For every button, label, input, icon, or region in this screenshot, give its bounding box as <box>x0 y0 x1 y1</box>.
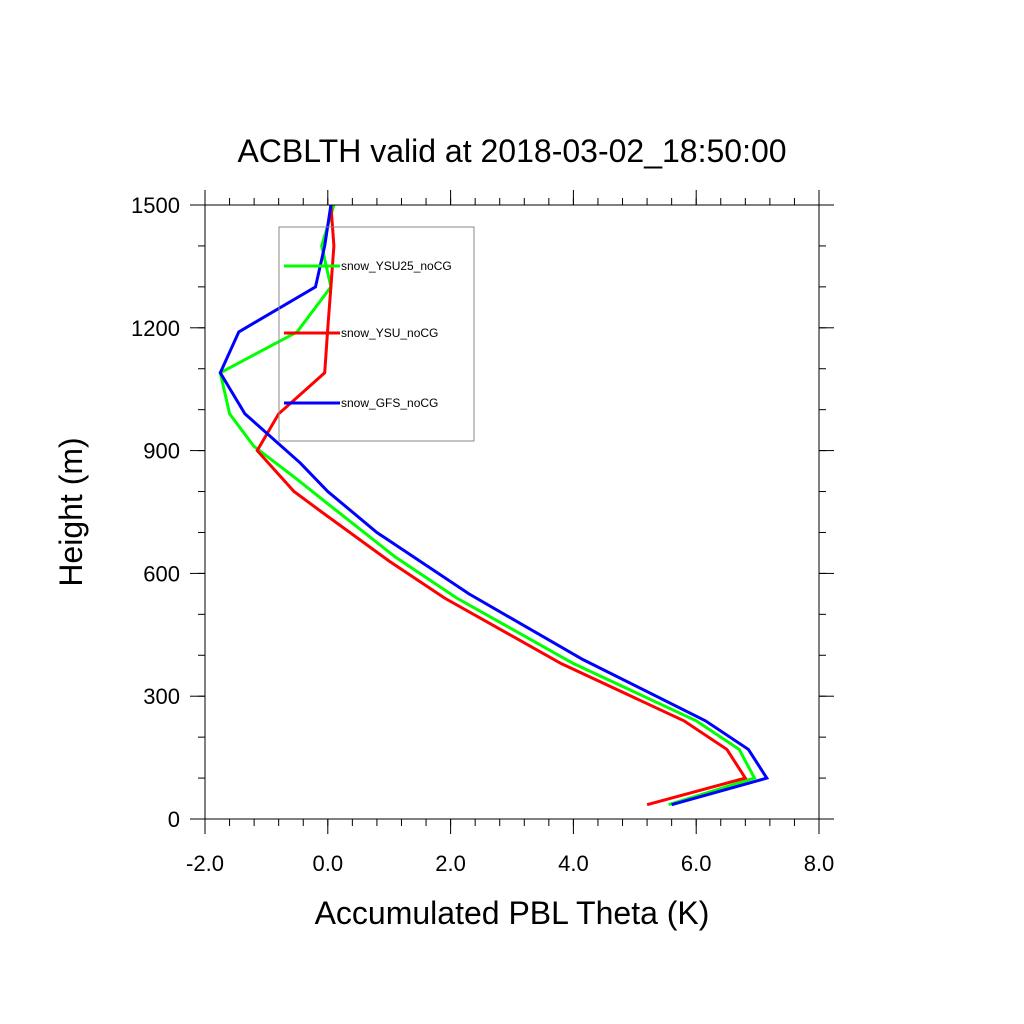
y-tick-label: 0 <box>168 807 180 832</box>
y-tick-label: 1200 <box>131 316 180 341</box>
x-tick-label: -2.0 <box>186 851 224 876</box>
legend-label: snow_YSU_noCG <box>341 326 438 340</box>
axis-ticks: -2.0 0.0 2.0 4.0 6.0 8.0 0 300 600 900 1200 1500 <box>131 190 834 876</box>
x-tick-label: 0.0 <box>313 851 344 876</box>
series-line-snow_YSU_noCG <box>255 204 748 807</box>
chart-title: ACBLTH valid at 2018-03-02_18:50:00 <box>237 133 786 169</box>
series-line-snow_GFS_noCG <box>218 204 770 807</box>
y-tick-label: 600 <box>143 561 180 586</box>
legend-label: snow_GFS_noCG <box>341 396 438 410</box>
legend: snow_YSU25_noCG snow_YSU_noCG snow_GFS_noC… <box>278 226 475 442</box>
plot-frame <box>204 204 820 820</box>
x-tick-label: 2.0 <box>435 851 466 876</box>
legend-box <box>278 226 475 442</box>
y-tick-label: 1500 <box>131 193 180 218</box>
x-axis-label: Accumulated PBL Theta (K) <box>315 895 710 931</box>
y-tick-label: 900 <box>143 439 180 464</box>
series-line-snow_YSU25_noCG <box>218 204 757 807</box>
series-lines <box>218 204 770 807</box>
y-tick-label: 300 <box>143 684 180 709</box>
x-tick-label: 8.0 <box>804 851 835 876</box>
legend-label: snow_YSU25_noCG <box>341 259 452 273</box>
y-axis-label: Height (m) <box>53 437 89 586</box>
x-tick-label: 6.0 <box>681 851 712 876</box>
x-tick-label: 4.0 <box>558 851 589 876</box>
